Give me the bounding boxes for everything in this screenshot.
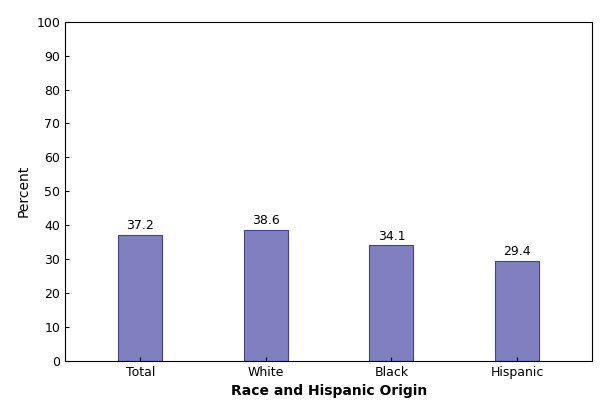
Text: 38.6: 38.6 xyxy=(252,214,280,227)
Text: 29.4: 29.4 xyxy=(503,245,531,259)
Text: 34.1: 34.1 xyxy=(378,229,405,242)
Bar xyxy=(118,235,162,361)
Bar xyxy=(370,245,414,361)
Text: 37.2: 37.2 xyxy=(127,219,154,232)
Bar xyxy=(495,261,539,361)
X-axis label: Race and Hispanic Origin: Race and Hispanic Origin xyxy=(231,384,427,398)
Y-axis label: Percent: Percent xyxy=(16,165,30,217)
Bar xyxy=(244,230,288,361)
